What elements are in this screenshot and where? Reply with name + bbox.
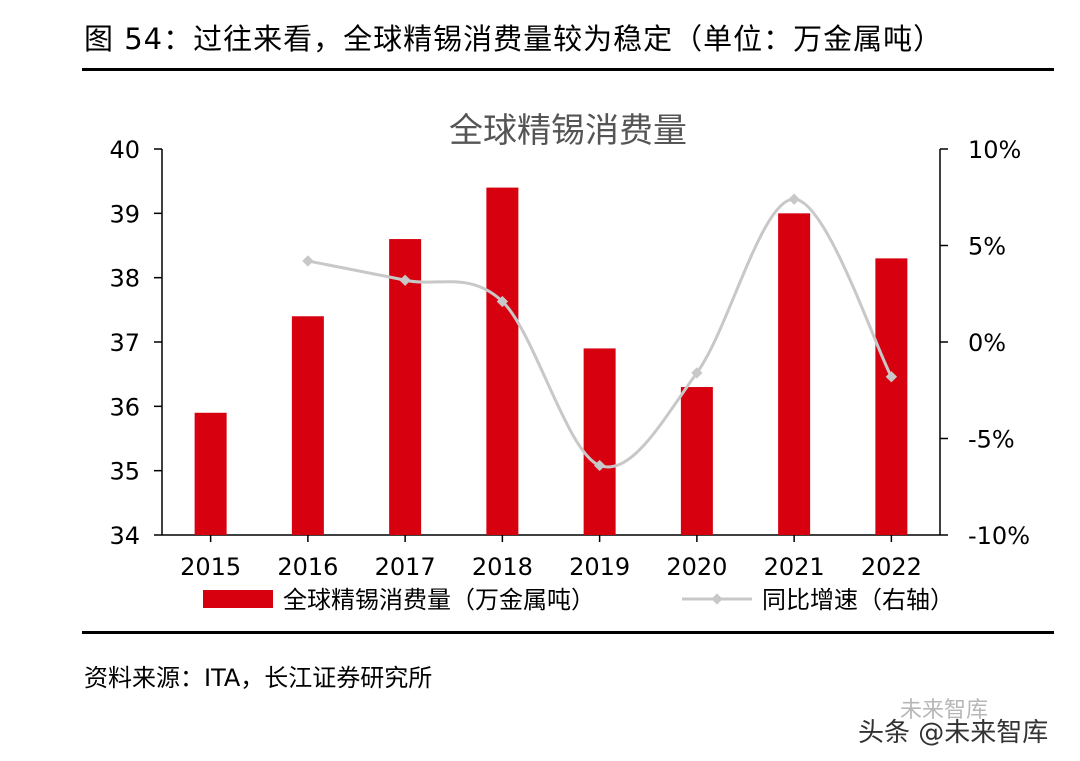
bar xyxy=(778,213,811,536)
x-tick-label: 2015 xyxy=(180,553,241,581)
x-tick-label: 2020 xyxy=(666,553,727,581)
bar xyxy=(486,187,519,535)
line-point xyxy=(593,459,606,472)
legend: 全球精锡消费量（万金属吨） 同比增速（右轴） xyxy=(203,586,954,614)
bottom-rule xyxy=(82,631,1054,634)
bar-series xyxy=(194,187,908,536)
line-point xyxy=(302,255,314,267)
y-left-tick-label: 35 xyxy=(109,458,140,486)
y-left-tick-label: 34 xyxy=(109,522,140,550)
chart-title: 全球精锡消费量 xyxy=(449,111,687,151)
x-tick-label: 2016 xyxy=(277,553,338,581)
chart-axes: 34 35 36 37 38 39 40 10% 5% 0% -5% -10% xyxy=(109,136,1030,550)
watermark: 头条 @未来智库 xyxy=(858,718,1049,748)
bar xyxy=(875,258,908,535)
line-point xyxy=(788,193,800,205)
line-point xyxy=(885,371,898,383)
x-tick-label: 2021 xyxy=(764,553,825,581)
y-left-tick-label: 37 xyxy=(109,329,140,357)
y-right-tick-label: 10% xyxy=(968,136,1021,164)
y-left-tick-label: 40 xyxy=(109,136,140,164)
y-right-tick-label: 0% xyxy=(968,329,1006,357)
legend-label-line: 同比增速（右轴） xyxy=(762,586,954,614)
growth-line xyxy=(307,197,893,469)
x-tick-label: 2017 xyxy=(375,553,436,581)
x-axis-ticks: 2015 2016 2017 2018 2019 2020 2021 2022 xyxy=(180,535,922,581)
y-right-tick-label: 5% xyxy=(968,233,1006,261)
line-point xyxy=(399,274,411,286)
line-point xyxy=(691,367,703,379)
line-series xyxy=(302,193,898,472)
bar xyxy=(389,239,422,536)
watermark-logo: 未来智库 xyxy=(900,698,989,723)
y-right-tick-label: -10% xyxy=(968,522,1030,550)
legend-marker xyxy=(711,593,723,605)
top-rule xyxy=(82,68,1054,71)
source-note: 资料来源：ITA，长江证券研究所 xyxy=(84,664,433,692)
y-right-tick-label: -5% xyxy=(968,426,1015,454)
bar xyxy=(583,348,616,535)
x-tick-label: 2018 xyxy=(472,553,533,581)
bar xyxy=(194,412,227,535)
bar xyxy=(291,316,324,535)
y-left-tick-label: 38 xyxy=(109,265,140,293)
legend-swatch-bar xyxy=(203,590,273,608)
y-left-tick-label: 39 xyxy=(109,200,140,228)
y-left-tick-label: 36 xyxy=(109,393,140,421)
figure-title: 图 54：过往来看，全球精锡消费量较为稳定（单位：万金属吨） xyxy=(84,22,944,56)
line-point xyxy=(496,295,509,308)
chart-svg: 全球精锡消费量 34 35 36 37 38 39 40 10% 5% 0% -5% -10% 201… xyxy=(109,111,1030,614)
legend-label-bar: 全球精锡消费量（万金属吨） xyxy=(283,586,595,614)
x-tick-label: 2019 xyxy=(569,553,630,581)
bar xyxy=(680,387,713,535)
x-tick-label: 2022 xyxy=(861,553,922,581)
